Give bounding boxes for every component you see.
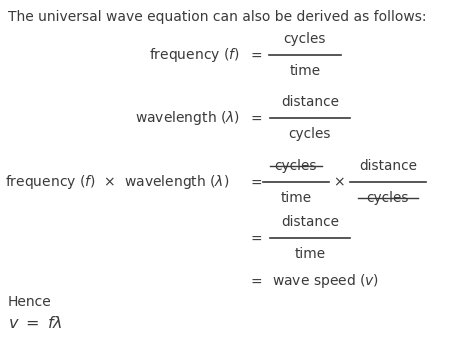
Text: time: time (281, 191, 311, 205)
Text: $=$: $=$ (248, 48, 263, 62)
Text: distance: distance (281, 95, 339, 109)
Text: cycles: cycles (289, 127, 331, 141)
Text: cycles: cycles (367, 191, 409, 205)
Text: $=$: $=$ (248, 274, 263, 288)
Text: frequency ($\mathit{f}$): frequency ($\mathit{f}$) (149, 46, 240, 64)
Text: $\times$: $\times$ (333, 175, 345, 189)
Text: $\mathit{v}$ $=$ $\mathit{f}$$\lambda$: $\mathit{v}$ $=$ $\mathit{f}$$\lambda$ (8, 315, 63, 331)
Text: cycles: cycles (284, 32, 326, 46)
Text: wavelength ($\lambda$): wavelength ($\lambda$) (135, 109, 240, 127)
Text: $=$: $=$ (248, 231, 263, 245)
Text: distance: distance (281, 215, 339, 229)
Text: $=$: $=$ (248, 175, 263, 189)
Text: $=$: $=$ (248, 111, 263, 125)
Text: distance: distance (359, 159, 417, 173)
Text: time: time (294, 247, 326, 261)
Text: wave speed ($\mathit{v}$): wave speed ($\mathit{v}$) (272, 272, 379, 290)
Text: Hence: Hence (8, 295, 52, 309)
Text: time: time (290, 64, 320, 78)
Text: cycles: cycles (275, 159, 317, 173)
Text: The universal wave equation can also be derived as follows:: The universal wave equation can also be … (8, 10, 427, 24)
Text: frequency ($\mathit{f}$)  $\times$  wavelength ($\lambda$): frequency ($\mathit{f}$) $\times$ wavele… (5, 173, 229, 191)
